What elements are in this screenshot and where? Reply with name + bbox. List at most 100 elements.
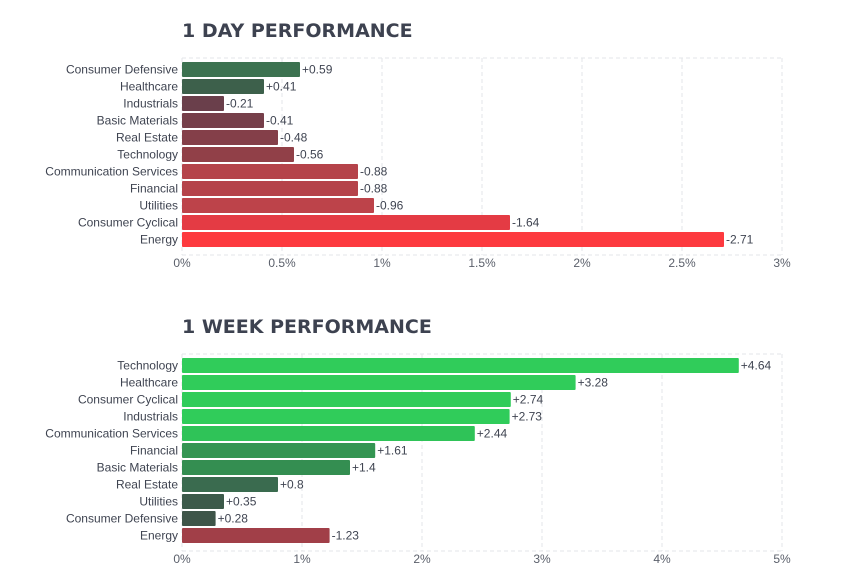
- day-performance-chart: 0% 0.5% 1% 1.5% 2% 2.5% 3% Consumer Defensive +0…: [45, 57, 791, 270]
- bar[interactable]: [182, 409, 510, 424]
- x-tick-label: 0%: [173, 256, 191, 270]
- bar-row-financial[interactable]: Financial -0.88: [130, 181, 388, 196]
- category-label: Industrials: [123, 410, 178, 424]
- x-tick-label: 3%: [773, 256, 791, 270]
- x-tick-label: 4%: [653, 552, 671, 566]
- bar[interactable]: [182, 426, 475, 441]
- week-performance-title: 1 WEEK PERFORMANCE: [182, 316, 432, 338]
- bar-row-healthcare[interactable]: Healthcare +0.41: [120, 79, 297, 94]
- x-tick-label: 0%: [173, 552, 191, 566]
- bar-row-energy[interactable]: Energy -2.71: [140, 232, 754, 247]
- category-label: Consumer Cyclical: [78, 216, 178, 230]
- bar-row-financial[interactable]: Financial +1.61: [130, 443, 408, 458]
- week-performance-chart: 0% 1% 2% 3% 4% 5% Technology +4.64 Healthcare +3.…: [45, 353, 791, 566]
- bar-row-consumer-defensive[interactable]: Consumer Defensive +0.28: [66, 511, 248, 526]
- value-label: -0.88: [360, 165, 388, 179]
- x-tick-label: 1%: [373, 256, 391, 270]
- value-label: -0.56: [296, 148, 324, 162]
- value-label: +2.44: [477, 427, 508, 441]
- category-label: Financial: [130, 444, 178, 458]
- bar-row-communication-services[interactable]: Communication Services -0.88: [45, 164, 388, 179]
- category-label: Utilities: [139, 199, 178, 213]
- bar[interactable]: [182, 113, 264, 128]
- bar-row-utilities[interactable]: Utilities -0.96: [139, 198, 404, 213]
- bar[interactable]: [182, 232, 724, 247]
- value-label: +2.73: [512, 410, 543, 424]
- bar[interactable]: [182, 181, 358, 196]
- value-label: +0.59: [302, 63, 333, 77]
- bar[interactable]: [182, 392, 511, 407]
- value-label: +4.64: [741, 359, 772, 373]
- x-tick-label: 2%: [573, 256, 591, 270]
- value-label: +1.61: [377, 444, 408, 458]
- value-label: -0.88: [360, 182, 388, 196]
- bar-row-real-estate[interactable]: Real Estate -0.48: [116, 130, 308, 145]
- bar[interactable]: [182, 198, 374, 213]
- bar[interactable]: [182, 528, 330, 543]
- bar[interactable]: [182, 443, 376, 458]
- category-label: Technology: [117, 148, 178, 162]
- bar[interactable]: [182, 215, 510, 230]
- value-label: +0.8: [280, 478, 304, 492]
- category-label: Communication Services: [45, 427, 178, 441]
- bar[interactable]: [182, 130, 278, 145]
- bar-row-industrials[interactable]: Industrials +2.73: [123, 409, 542, 424]
- category-label: Energy: [140, 233, 178, 247]
- bar-row-consumer-cyclical[interactable]: Consumer Cyclical -1.64: [78, 215, 540, 230]
- category-label: Industrials: [123, 97, 178, 111]
- bar-row-technology[interactable]: Technology +4.64: [117, 358, 771, 373]
- bar-row-real-estate[interactable]: Real Estate +0.8: [116, 477, 304, 492]
- bar-row-consumer-defensive[interactable]: Consumer Defensive +0.59: [66, 62, 333, 77]
- value-label: -1.23: [332, 529, 360, 543]
- bar-row-basic-materials[interactable]: Basic Materials +1.4: [97, 460, 376, 475]
- bar-row-technology[interactable]: Technology -0.56: [117, 147, 324, 162]
- category-label: Healthcare: [120, 376, 178, 390]
- bar[interactable]: [182, 494, 224, 509]
- bar[interactable]: [182, 147, 294, 162]
- category-label: Technology: [117, 359, 178, 373]
- value-label: +0.41: [266, 80, 297, 94]
- value-label: +1.4: [352, 461, 376, 475]
- bar[interactable]: [182, 62, 300, 77]
- bar[interactable]: [182, 477, 278, 492]
- bar-row-utilities[interactable]: Utilities +0.35: [139, 494, 257, 509]
- value-label: +0.35: [226, 495, 257, 509]
- category-label: Communication Services: [45, 165, 178, 179]
- bar[interactable]: [182, 164, 358, 179]
- value-label: -0.21: [226, 97, 254, 111]
- category-label: Consumer Defensive: [66, 512, 178, 526]
- bar-row-basic-materials[interactable]: Basic Materials -0.41: [97, 113, 294, 128]
- value-label: -0.96: [376, 199, 404, 213]
- category-label: Consumer Defensive: [66, 63, 178, 77]
- bar[interactable]: [182, 460, 350, 475]
- bar[interactable]: [182, 375, 576, 390]
- x-tick-label: 5%: [773, 552, 791, 566]
- category-label: Healthcare: [120, 80, 178, 94]
- value-label: -0.48: [280, 131, 308, 145]
- value-label: -0.41: [266, 114, 294, 128]
- bar-row-communication-services[interactable]: Communication Services +2.44: [45, 426, 507, 441]
- value-label: +3.28: [578, 376, 609, 390]
- bar-row-consumer-cyclical[interactable]: Consumer Cyclical +2.74: [78, 392, 544, 407]
- value-label: -2.71: [726, 233, 754, 247]
- x-tick-label: 2%: [413, 552, 431, 566]
- value-label: +2.74: [513, 393, 544, 407]
- category-label: Basic Materials: [97, 461, 178, 475]
- bar[interactable]: [182, 79, 264, 94]
- bar[interactable]: [182, 96, 224, 111]
- bar[interactable]: [182, 358, 739, 373]
- x-tick-label: 2.5%: [668, 256, 696, 270]
- bar-row-healthcare[interactable]: Healthcare +3.28: [120, 375, 608, 390]
- category-label: Financial: [130, 182, 178, 196]
- bar[interactable]: [182, 511, 216, 526]
- value-label: -1.64: [512, 216, 540, 230]
- x-tick-label: 3%: [533, 552, 551, 566]
- category-label: Energy: [140, 529, 178, 543]
- day-performance-title: 1 DAY PERFORMANCE: [182, 20, 413, 42]
- category-label: Utilities: [139, 495, 178, 509]
- bar-row-industrials[interactable]: Industrials -0.21: [123, 96, 254, 111]
- category-label: Real Estate: [116, 478, 178, 492]
- bar-row-energy[interactable]: Energy -1.23: [140, 528, 359, 543]
- x-tick-label: 0.5%: [268, 256, 296, 270]
- x-tick-label: 1%: [293, 552, 311, 566]
